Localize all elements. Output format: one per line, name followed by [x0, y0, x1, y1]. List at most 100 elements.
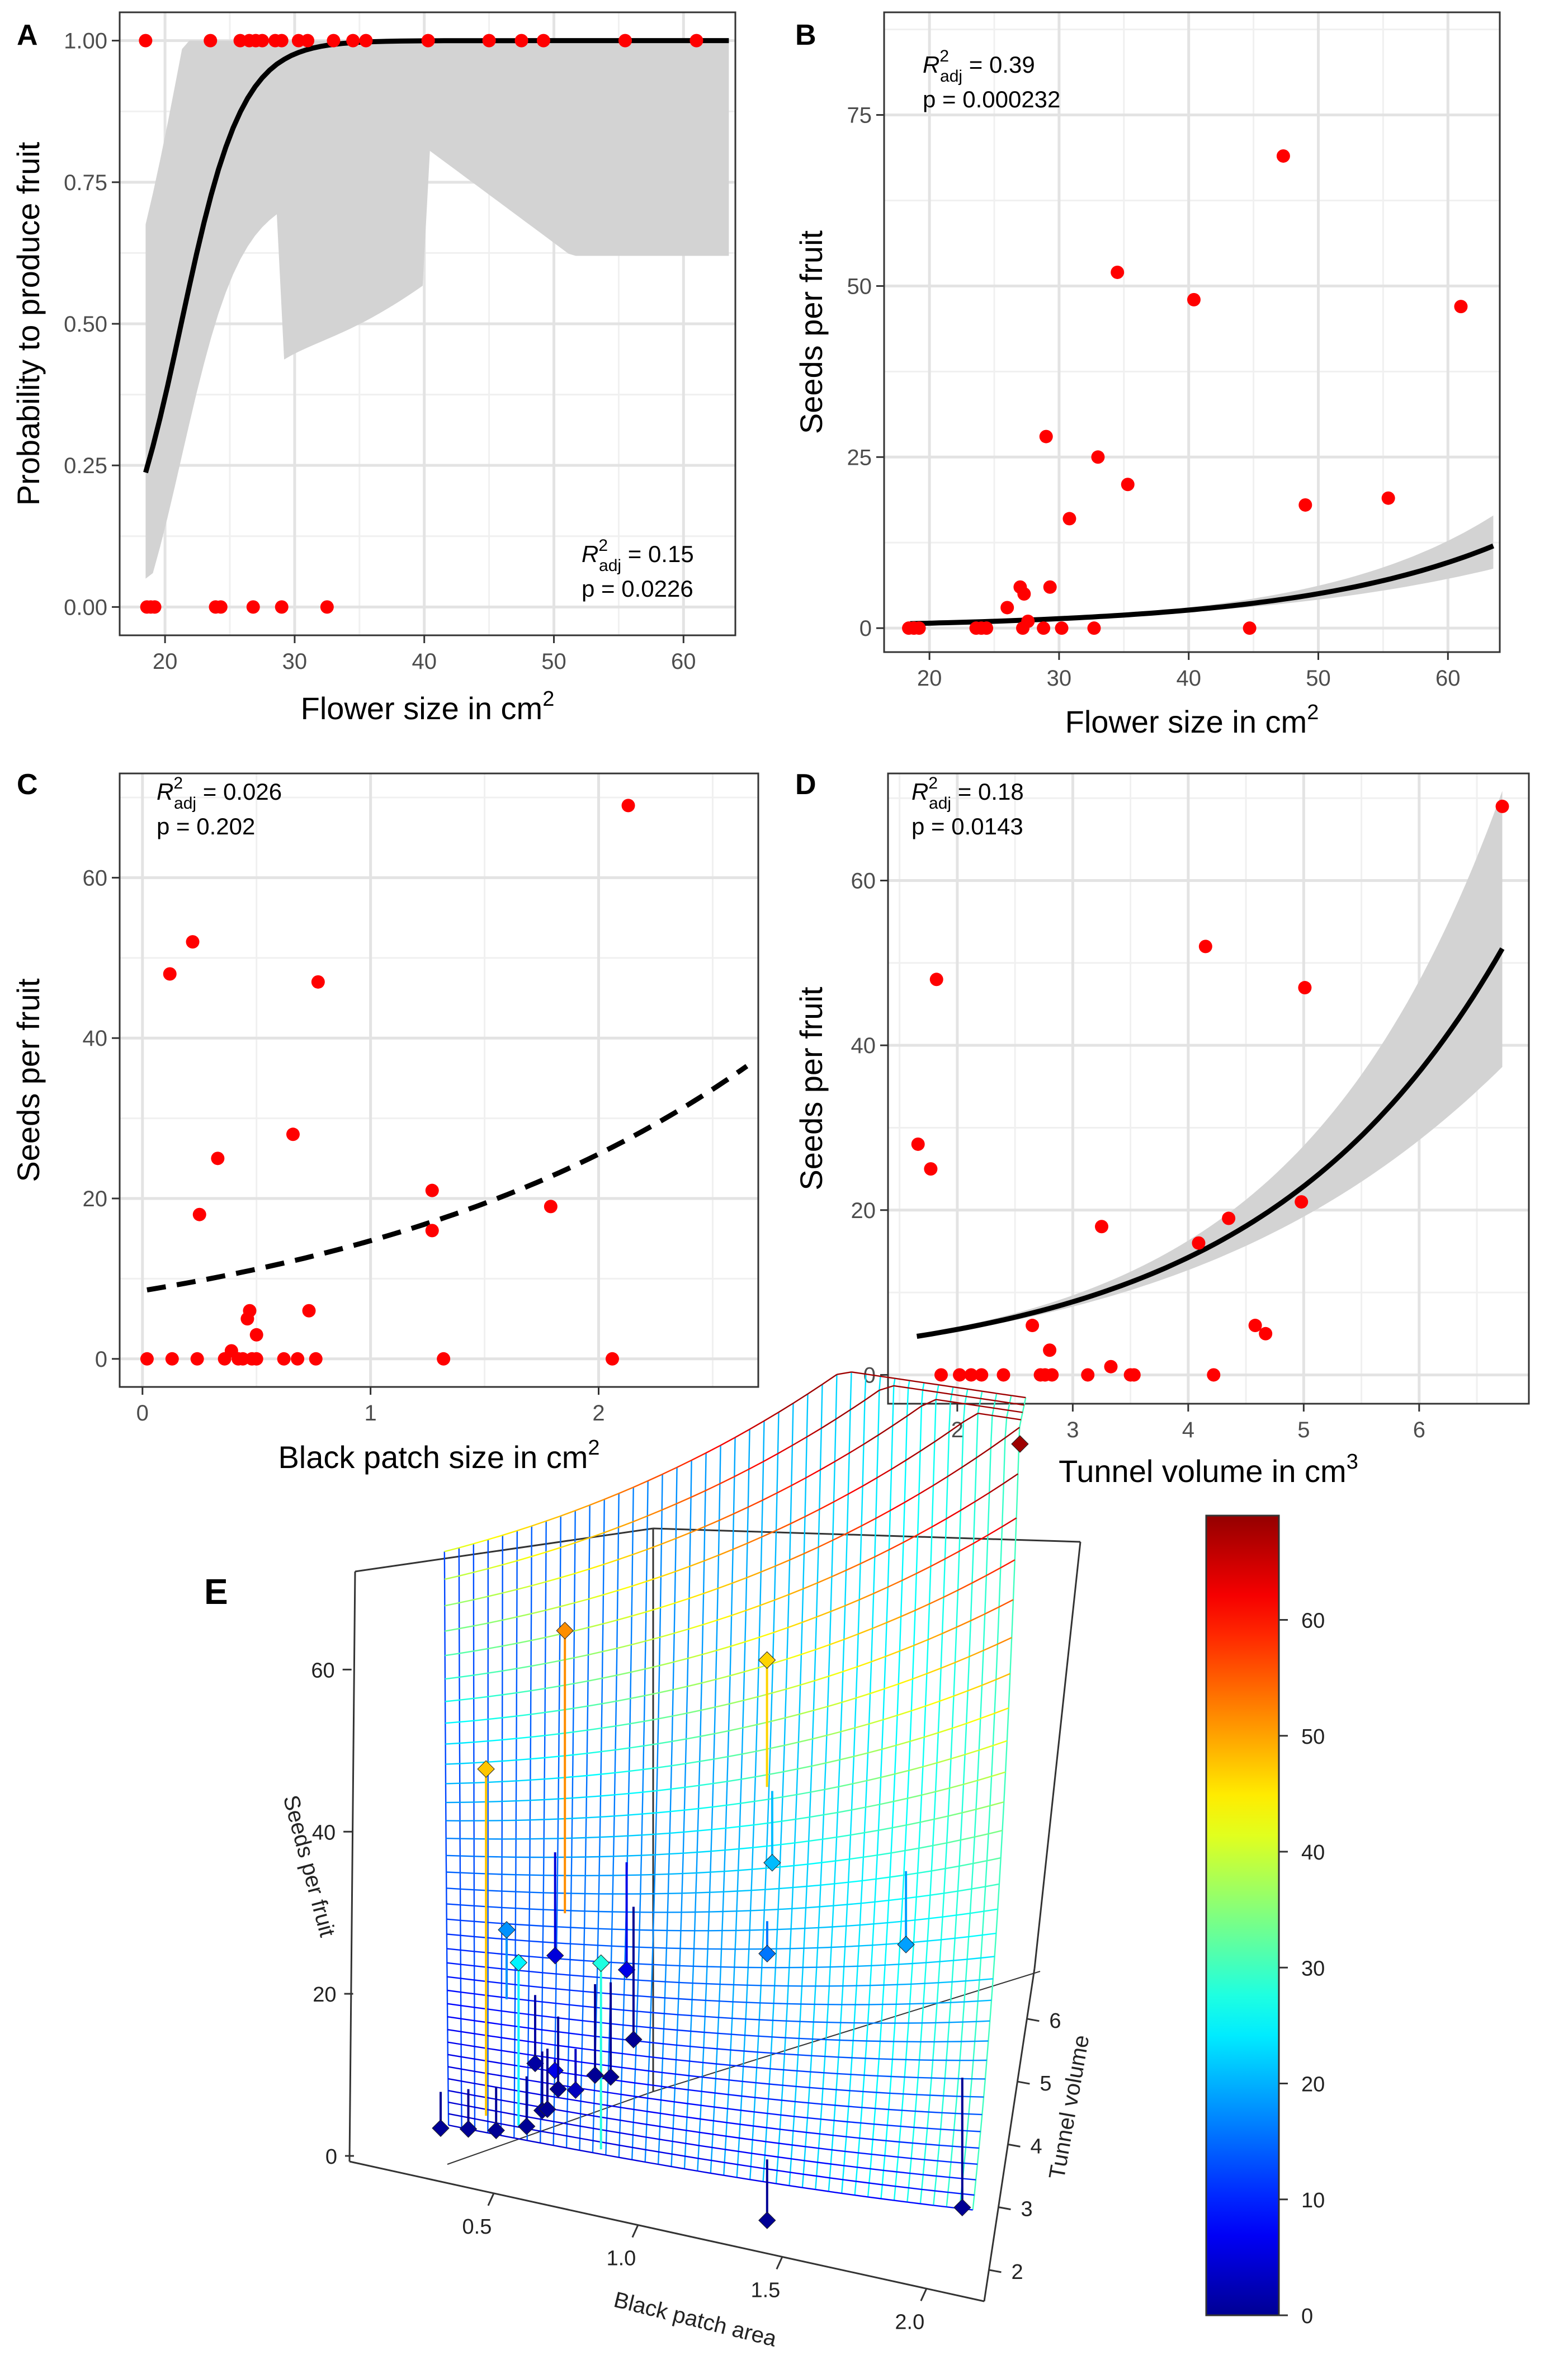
surface-gridline-v [797, 2070, 811, 2073]
surface-gridline-v [866, 1373, 881, 1377]
surface-gridline-v [674, 2087, 688, 2090]
surface-gridline-v [804, 1508, 820, 1517]
surface-gridline-v [488, 1645, 503, 1650]
surface-gridline-v [514, 1998, 529, 2002]
surface-gridline-v [924, 2159, 938, 2161]
surface-gridline-v [866, 1777, 881, 1782]
surface-gridline-v [691, 1490, 706, 1498]
surface-gridline-v [986, 1567, 1001, 1577]
surface-gridline-v [770, 2068, 784, 2071]
p-value: p = 0.0143 [911, 813, 1023, 839]
surface-gridline-v [686, 1735, 701, 1740]
surface-gridline-v [596, 2007, 611, 2010]
points-3d [432, 1435, 1029, 2229]
surface-gridline-v [614, 1814, 629, 1817]
surface-gridline-v [776, 1485, 792, 1494]
surface-gridline-v [792, 1907, 806, 1909]
surface-gridline-v [979, 1745, 994, 1751]
surface-gridline-v [745, 1604, 761, 1611]
data-point [1495, 799, 1509, 813]
y-tick [1027, 2018, 1040, 2022]
surface-gridline-v [792, 2144, 806, 2148]
surface-gridline-v [649, 2041, 664, 2045]
surface-gridline-v [836, 1834, 851, 1838]
surface-gridline-v [599, 1856, 614, 1858]
surface-gridline-v [757, 1692, 772, 1698]
surface-gridline-v [613, 1835, 628, 1838]
surface-gridline-v [610, 1993, 624, 1996]
data-point [1026, 1319, 1040, 1333]
surface-gridline-v [691, 1452, 707, 1461]
surface-gridline-v [829, 2177, 843, 2181]
surface-gridline-v [659, 1661, 674, 1667]
surface-gridline-v [806, 1884, 821, 1887]
data-point [536, 34, 550, 48]
surface-gridline-v [854, 2194, 868, 2198]
surface-gridline-v [630, 1668, 645, 1673]
surface-gridline-v [874, 1549, 890, 1558]
surface-gridline-v [569, 2032, 583, 2036]
surface-gridline-v [651, 1996, 665, 1999]
surface-gridline-v [832, 1532, 848, 1541]
surface-gridline-v [488, 1995, 502, 1998]
surface-gridline-v [725, 2149, 739, 2153]
surface-gridline-v [965, 1979, 980, 1982]
surface-gridline-v [832, 2149, 846, 2153]
surface-gridline-v [460, 1934, 475, 1938]
surface-gridline-v [624, 2009, 637, 2012]
data-point [275, 600, 289, 614]
r2-value: = 0.18 [951, 778, 1024, 805]
data-point [139, 34, 153, 48]
surface-gridline-v [783, 2069, 797, 2072]
surface-gridline-v [757, 1720, 772, 1725]
surface-gridline-v [607, 2117, 621, 2121]
surface-gridline-v [546, 1515, 561, 1522]
surface-gridline-v [582, 2034, 596, 2037]
surface-gridline-v [931, 2077, 945, 2079]
surface-gridline-v [611, 1961, 625, 1964]
surface-gridline-v [589, 1498, 605, 1506]
surface-gridline-v [500, 2123, 514, 2127]
surface-gridline-v [786, 2020, 800, 2022]
surface-gridline-v [724, 2161, 738, 2165]
surface-gridline-v [892, 1824, 906, 1829]
surface-gridline-v [871, 2153, 885, 2156]
surface-gridline-v [560, 1602, 575, 1607]
surface-gridline-v [852, 1780, 867, 1785]
surface-gridline-v [907, 1794, 922, 1799]
box-edge-top-right [653, 1527, 1081, 1543]
surface-gridline-v [929, 1596, 944, 1604]
surface-gridline-v [686, 1709, 701, 1714]
data-point-3d [517, 2117, 536, 2135]
surface-gridline-v [895, 2186, 909, 2189]
surface-gridline-v [869, 2182, 882, 2186]
surface-gridline-v [660, 2099, 674, 2103]
surface-gridline-v [840, 1727, 856, 1733]
surface-gridline-v [861, 2122, 875, 2125]
data-point [1091, 450, 1105, 464]
surface-gridline-v [587, 1703, 602, 1707]
data-point-3d [763, 1854, 781, 1872]
box-edge-right [1033, 1541, 1081, 1969]
surface-gridline-v [639, 1929, 654, 1931]
surface-gridline-v [637, 1995, 651, 1998]
surface-gridline-v [873, 1586, 889, 1594]
surface-gridline-v [909, 1380, 924, 1384]
surface-gridline-v [654, 1873, 669, 1876]
surface-gridline-v [514, 2137, 527, 2141]
y-tick [1008, 2143, 1021, 2148]
surface-gridline-v [530, 1778, 545, 1781]
surface-gridline-v [728, 1753, 743, 1758]
r2-symbol: R [157, 778, 173, 805]
surface-gridline-v [459, 1543, 474, 1549]
surface-gridline-v [936, 2175, 950, 2178]
surface-gridline-v [898, 2156, 911, 2159]
surface-gridline-v [821, 1374, 838, 1385]
surface-gridline-v [574, 1654, 589, 1659]
data-point [1295, 1195, 1309, 1209]
surface-gridline-v [759, 1599, 775, 1606]
surface-gridline-v [673, 2115, 687, 2118]
surface-gridline-v [912, 1673, 927, 1680]
x-axis-label-text: Flower size in cm [1065, 704, 1307, 739]
surface-gridline-v [531, 1520, 547, 1527]
